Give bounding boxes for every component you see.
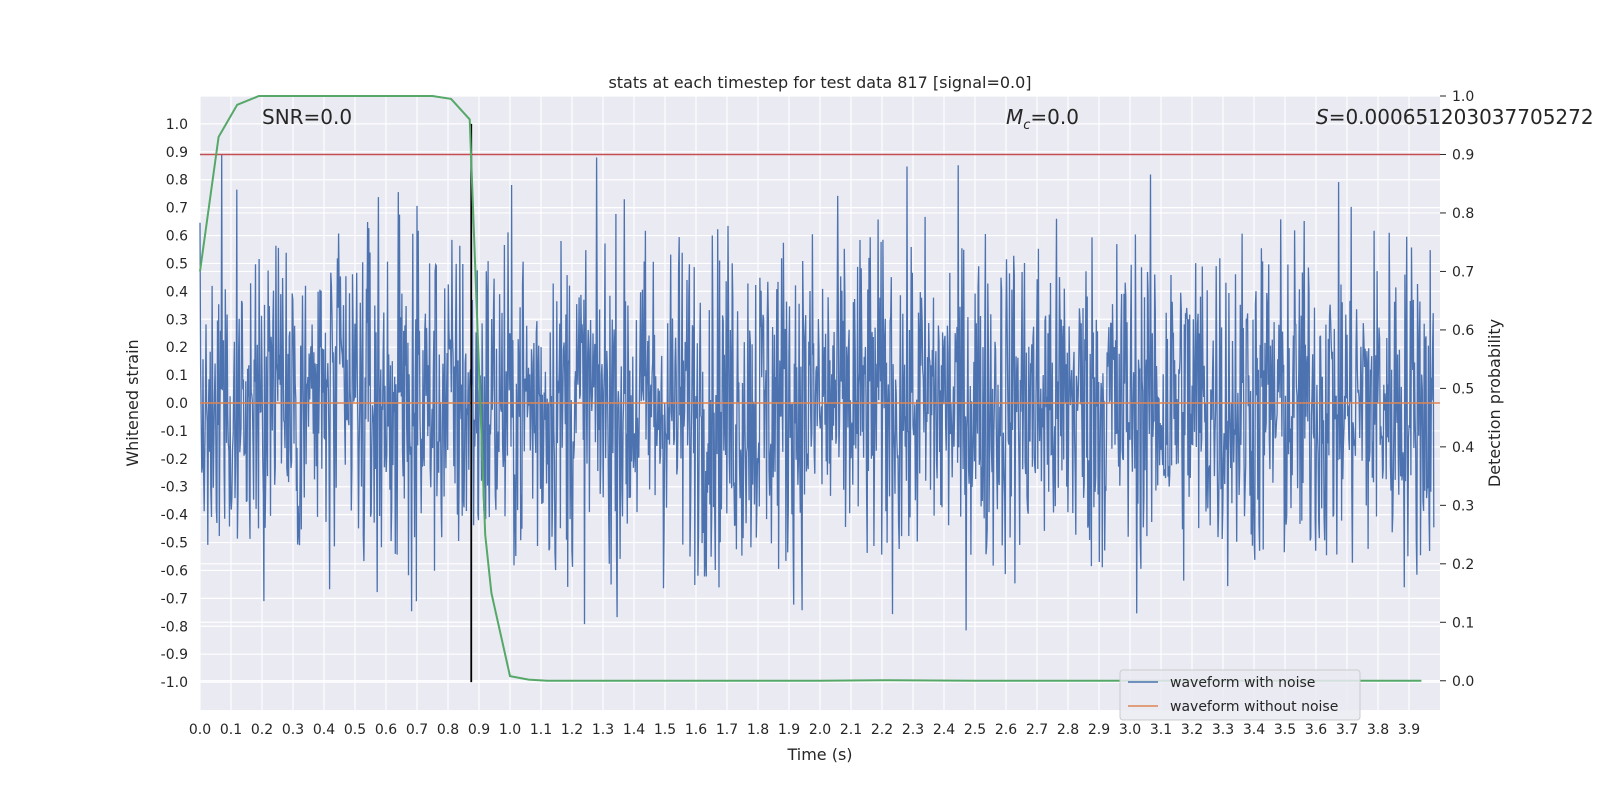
x-tick-label: 3.2 xyxy=(1181,722,1203,738)
y-tick-label: -0.9 xyxy=(161,647,188,663)
y-tick-label: 0.5 xyxy=(166,256,188,272)
y-tick-label: 0.0 xyxy=(166,396,188,412)
mc-symbol: M xyxy=(1006,105,1023,129)
x-tick-label: 0.8 xyxy=(437,722,459,738)
x-tick-label: 1.2 xyxy=(561,722,583,738)
y-axis-label: Whitened strain xyxy=(123,339,142,466)
y-tick-label: 0.7 xyxy=(166,201,188,217)
x-tick-label: 2.6 xyxy=(995,722,1017,738)
x-tick-label: 1.5 xyxy=(654,722,676,738)
x-tick-label: 0.2 xyxy=(251,722,273,738)
x-tick-label: 3.3 xyxy=(1212,722,1234,738)
y-tick-label: 0.3 xyxy=(166,312,188,328)
x-tick-label: 2.0 xyxy=(809,722,831,738)
y-axis-right-label: Detection probability xyxy=(1485,319,1504,487)
y-tick-label: -0.5 xyxy=(161,536,188,552)
x-tick-label: 3.8 xyxy=(1367,722,1389,738)
x-tick-label: 1.3 xyxy=(592,722,614,738)
y-tick-label: -0.3 xyxy=(161,480,188,496)
x-tick-label: 3.6 xyxy=(1305,722,1327,738)
x-tick-label: 2.3 xyxy=(902,722,924,738)
x-tick-label: 1.4 xyxy=(623,722,645,738)
y-right-tick-label: 0.8 xyxy=(1452,206,1474,222)
x-tick-label: 2.5 xyxy=(964,722,986,738)
probability-line xyxy=(199,95,1422,682)
x-tick-label: 0.3 xyxy=(282,722,304,738)
y-right-tick-label: 0.9 xyxy=(1452,147,1474,163)
chart-title: stats at each timestep for test data 817… xyxy=(608,73,1031,92)
mc-annotation: Mc=0.0 xyxy=(1006,105,1079,133)
y-right-tick-label: 1.0 xyxy=(1452,89,1474,105)
y-right-tick-label: 0.7 xyxy=(1452,264,1474,280)
legend: waveform with noise waveform without noi… xyxy=(1119,669,1361,721)
y-right-tick-label: 0.4 xyxy=(1452,440,1474,456)
x-tick-label: 1.6 xyxy=(685,722,707,738)
x-tick-label: 2.7 xyxy=(1026,722,1048,738)
x-tick-label: 0.4 xyxy=(313,722,335,738)
y-right-tick-label: 0.1 xyxy=(1452,615,1474,631)
x-tick-label: 2.1 xyxy=(840,722,862,738)
x-tick-label: 3.1 xyxy=(1150,722,1172,738)
x-tick-label: 2.8 xyxy=(1057,722,1079,738)
x-axis-label: Time (s) xyxy=(786,745,852,764)
y-tick-label: -1.0 xyxy=(161,675,188,691)
x-tick-label: 2.4 xyxy=(933,722,955,738)
y-right-tick-label: 0.0 xyxy=(1452,674,1474,690)
mc-value: =0.0 xyxy=(1030,105,1079,129)
y-tick-label: -0.8 xyxy=(161,619,188,635)
y-tick-label: -0.4 xyxy=(161,508,188,524)
x-tick-label: 0.7 xyxy=(406,722,428,738)
x-tick-label: 1.1 xyxy=(530,722,552,738)
x-tick-label: 2.2 xyxy=(871,722,893,738)
x-tick-label: 2.9 xyxy=(1088,722,1110,738)
s-symbol: S xyxy=(1316,105,1329,129)
y-tick-label: 0.1 xyxy=(166,368,188,384)
snr-annotation: SNR=0.0 xyxy=(262,105,352,129)
legend-box xyxy=(1119,669,1361,721)
x-tick-label: 3.0 xyxy=(1119,722,1141,738)
s-annotation: S=0.000651203037705272 xyxy=(1316,105,1594,129)
legend-label-noise: waveform with noise xyxy=(1170,675,1315,691)
x-tick-label: 3.4 xyxy=(1243,722,1265,738)
noise-series xyxy=(199,154,1435,631)
x-tick-label: 0.5 xyxy=(344,722,366,738)
x-tick-label: 0.0 xyxy=(189,722,211,738)
overlay-lines xyxy=(199,95,1440,683)
s-value: =0.000651203037705272 xyxy=(1329,105,1594,129)
y-tick-label: 0.4 xyxy=(166,284,188,300)
ticks: 0.0 0.1 0.2 0.3 0.4 0.5 0.6 0.7 0.8 0.9 1.0 1.1 1.2 1… xyxy=(161,89,1475,738)
y-tick-label: 0.9 xyxy=(166,145,188,161)
y-tick-label: 0.8 xyxy=(166,173,188,189)
x-tick-label: 0.6 xyxy=(375,722,397,738)
y-tick-label: -0.7 xyxy=(161,591,188,607)
mc-subscript: c xyxy=(1023,118,1030,133)
noise-waveform-line xyxy=(199,154,1435,631)
y-right-tick-label: 0.3 xyxy=(1452,498,1474,514)
y-right-tick-label: 0.5 xyxy=(1452,381,1474,397)
x-tick-label: 3.7 xyxy=(1336,722,1358,738)
x-tick-label: 1.7 xyxy=(716,722,738,738)
y-tick-label: 0.2 xyxy=(166,340,188,356)
y-tick-label: -0.2 xyxy=(161,452,188,468)
x-tick-label: 3.9 xyxy=(1398,722,1420,738)
x-tick-label: 1.8 xyxy=(747,722,769,738)
x-tick-label: 3.5 xyxy=(1274,722,1296,738)
x-tick-label: 1.0 xyxy=(499,722,521,738)
legend-label-clean: waveform without noise xyxy=(1170,699,1338,715)
x-tick-label: 1.9 xyxy=(778,722,800,738)
x-tick-label: 0.9 xyxy=(468,722,490,738)
x-tick-label: 0.1 xyxy=(220,722,242,738)
y-tick-label: -0.1 xyxy=(161,424,188,440)
y-right-tick-label: 0.2 xyxy=(1452,557,1474,573)
y-right-tick-label: 0.6 xyxy=(1452,323,1474,339)
y-tick-label: -0.6 xyxy=(161,563,188,579)
y-tick-label: 0.6 xyxy=(166,229,188,245)
y-tick-label: 1.0 xyxy=(166,117,188,133)
